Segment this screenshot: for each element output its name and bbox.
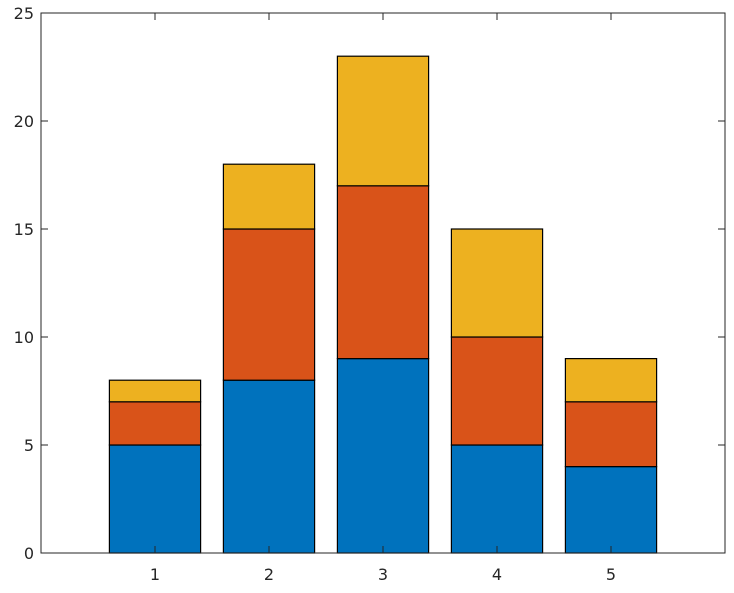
y-tick-label: 20: [14, 112, 34, 131]
bar-segment-series-2-cat-3: [336, 185, 430, 360]
y-tick-label: 15: [14, 220, 34, 239]
bar-segment-series-3-cat-4: [450, 228, 544, 338]
y-tick-label: 10: [14, 328, 34, 347]
bar-segment-series-2-cat-4: [450, 336, 544, 446]
bar-segment-series-1-cat-4: [450, 444, 544, 554]
bar-segment-series-3-cat-3: [336, 55, 430, 187]
bar-segment-series-3-cat-5: [564, 358, 658, 403]
bars-layer: [108, 55, 658, 554]
bar-segment-series-1-cat-5: [564, 466, 658, 554]
y-tick-label: 25: [14, 4, 34, 23]
x-tick-label: 1: [150, 565, 160, 584]
x-tick-label: 3: [378, 565, 388, 584]
bar-segment-series-1-cat-1: [108, 444, 202, 554]
bar-segment-series-3-cat-1: [108, 379, 202, 403]
bar-segment-series-2-cat-5: [564, 401, 658, 468]
bar-segment-series-1-cat-2: [222, 379, 316, 554]
y-tick-label: 5: [24, 436, 34, 455]
bar-segment-series-3-cat-2: [222, 163, 316, 230]
bar-segment-series-2-cat-1: [108, 401, 202, 446]
bar-segment-series-2-cat-2: [222, 228, 316, 381]
bar-segment-series-1-cat-3: [336, 358, 430, 554]
x-tick-label: 2: [264, 565, 274, 584]
y-tick-label: 0: [24, 544, 34, 563]
tick-labels-layer: 0 5 10 15 20 25 1 2 3 4 5: [14, 4, 616, 584]
x-tick-label: 4: [492, 565, 502, 584]
x-tick-label: 5: [606, 565, 616, 584]
ticks-layer: [41, 12, 725, 554]
